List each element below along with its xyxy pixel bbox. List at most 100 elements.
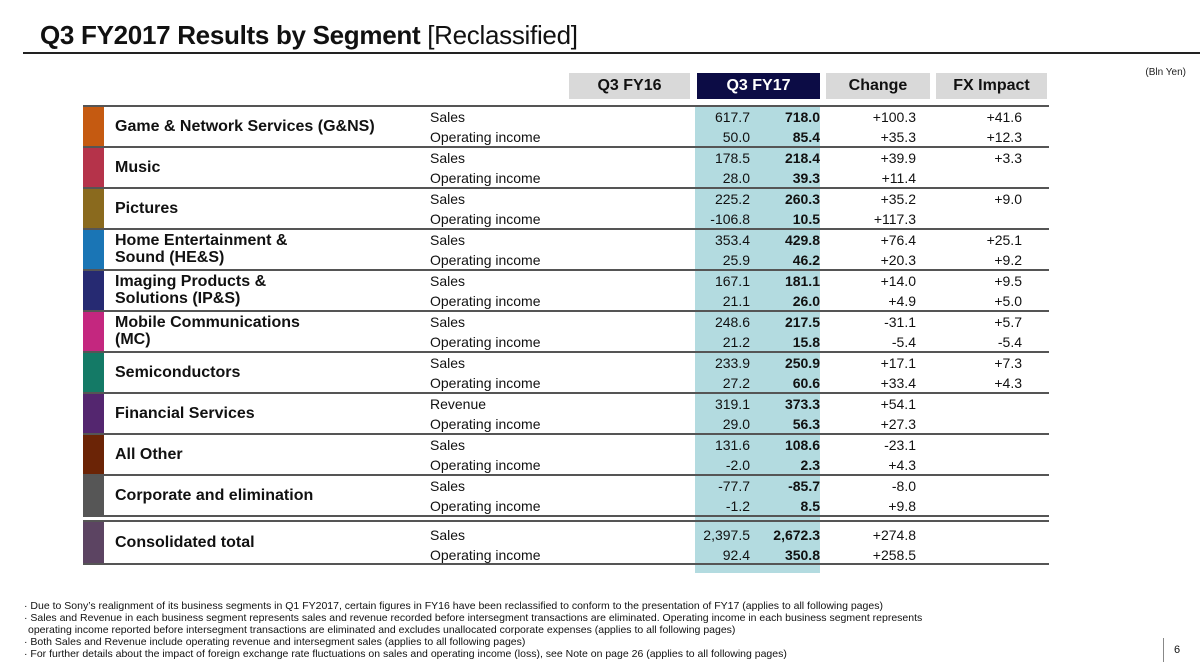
value-q3-fy16: 21.1 [722, 293, 750, 309]
segment-name: Home Entertainment & Sound (HE&S) [115, 232, 287, 266]
segment-group: Corporate and elimination Sales -77.7 -85.7… [83, 474, 1049, 515]
value-fx-impact: +5.0 [994, 293, 1022, 309]
value-q3-fy17: 429.8 [784, 232, 820, 248]
segment-name: Music [115, 158, 161, 176]
table-row: Operating income 21.1 26.0 +4.9 +5.0 [83, 291, 1049, 311]
value-q3-fy16: 225.2 [714, 191, 750, 207]
segment-color-bar [83, 522, 104, 563]
table-row: Sales 178.5 218.4 +39.9 +3.3 [83, 148, 1049, 168]
row-label: Revenue [430, 396, 487, 412]
row-divider [83, 269, 1049, 271]
segment-name-line: Imaging Products & [115, 273, 267, 290]
table-row: Operating income -1.2 8.5 +9.8 [83, 496, 1049, 516]
value-fx-impact: +9.0 [994, 191, 1022, 207]
row-divider [83, 520, 1049, 522]
value-q3-fy17: 56.3 [792, 416, 820, 432]
row-label: Operating income [430, 498, 541, 514]
column-header-q3-fy17: Q3 FY17 [697, 73, 820, 99]
table-row: Operating income -2.0 2.3 +4.3 [83, 455, 1049, 475]
value-q3-fy17: 250.9 [784, 355, 820, 371]
row-divider [83, 392, 1049, 394]
value-q3-fy17: 2,672.3 [773, 527, 820, 543]
row-label: Operating income [430, 129, 541, 145]
table-row: Operating income 50.0 85.4 +35.3 +12.3 [83, 127, 1049, 147]
table-row: Operating income 27.2 60.6 +33.4 +4.3 [83, 373, 1049, 393]
segment-name: Game & Network Services (G&NS) [115, 117, 375, 135]
footnotes: · Due to Sony’s realignment of its busin… [24, 600, 922, 660]
row-divider [83, 351, 1049, 353]
value-q3-fy16: 92.4 [722, 547, 750, 563]
page-title-sub: [Reclassified] [427, 20, 578, 50]
segment-group: Semiconductors Sales 233.9 250.9 +17.1 +7.3 Op… [83, 351, 1049, 392]
value-change: +20.3 [880, 252, 916, 268]
title-underline [23, 52, 1200, 54]
value-q3-fy17: 85.4 [792, 129, 820, 145]
value-q3-fy17: 39.3 [792, 170, 820, 186]
value-q3-fy16: 2,397.5 [703, 527, 750, 543]
table-bottom-rule [83, 563, 1049, 565]
segment-color-bar [83, 189, 104, 228]
segment-group: Game & Network Services (G&NS) Sales 617.7… [83, 105, 1049, 146]
value-q3-fy16: 29.0 [722, 416, 750, 432]
value-change: +9.8 [888, 498, 916, 514]
value-q3-fy17: 10.5 [792, 211, 820, 227]
value-fx-impact: +25.1 [986, 232, 1022, 248]
column-header-change: Change [826, 73, 930, 99]
value-q3-fy17: 217.5 [784, 314, 820, 330]
value-q3-fy16: -1.2 [725, 498, 750, 514]
value-change: -31.1 [884, 314, 916, 330]
row-label: Operating income [430, 375, 541, 391]
value-q3-fy17: 26.0 [792, 293, 820, 309]
value-q3-fy16: 167.1 [714, 273, 750, 289]
row-label: Operating income [430, 170, 541, 186]
row-divider [83, 187, 1049, 189]
segment-color-bar [83, 312, 104, 351]
value-change: -5.4 [891, 334, 916, 350]
value-change: +100.3 [872, 109, 916, 125]
segment-name: Financial Services [115, 404, 255, 422]
table-row: Sales 617.7 718.0 +100.3 +41.6 [83, 107, 1049, 127]
segment-group: Imaging Products & Solutions (IP&S) Sales 1… [83, 269, 1049, 310]
table-row: Operating income 92.4 350.8 +258.5 [83, 545, 1049, 565]
row-label: Sales [430, 109, 466, 125]
row-divider [83, 474, 1049, 476]
table-row: Sales 353.4 429.8 +76.4 +25.1 [83, 230, 1049, 250]
value-q3-fy17: 15.8 [792, 334, 820, 350]
segment-color-bar [83, 353, 104, 392]
value-q3-fy16: 233.9 [714, 355, 750, 371]
value-q3-fy16: -2.0 [725, 457, 750, 473]
value-fx-impact: +9.5 [994, 273, 1022, 289]
table-row: Operating income 28.0 39.3 +11.4 [83, 168, 1049, 188]
value-q3-fy17: 350.8 [784, 547, 820, 563]
row-divider [83, 310, 1049, 312]
unit-label: (Bln Yen) [1145, 67, 1186, 78]
value-q3-fy16: 27.2 [722, 375, 750, 391]
value-fx-impact: +5.7 [994, 314, 1022, 330]
row-label: Operating income [430, 211, 541, 227]
value-change: +274.8 [872, 527, 916, 543]
table-row: Sales -77.7 -85.7 -8.0 [83, 476, 1049, 496]
table-row: Revenue 319.1 373.3 +54.1 [83, 394, 1049, 414]
value-change: +35.2 [880, 191, 916, 207]
row-label: Sales [430, 355, 466, 371]
value-q3-fy16: 50.0 [722, 129, 750, 145]
row-divider [83, 146, 1049, 148]
value-q3-fy17: 108.6 [784, 437, 820, 453]
value-q3-fy16: 353.4 [714, 232, 750, 248]
row-label: Operating income [430, 547, 541, 563]
row-label: Operating income [430, 293, 541, 309]
segment-color-bar [83, 435, 104, 474]
row-label: Sales [430, 314, 466, 330]
segment-color-bar [83, 271, 104, 310]
value-q3-fy17: 60.6 [792, 375, 820, 391]
value-change: +17.1 [880, 355, 916, 371]
value-q3-fy16: -77.7 [718, 478, 750, 494]
segment-group: Music Sales 178.5 218.4 +39.9 +3.3 Operating i… [83, 146, 1049, 187]
value-fx-impact: +3.3 [994, 150, 1022, 166]
value-q3-fy16: 21.2 [722, 334, 750, 350]
segment-name-line: (MC) [115, 331, 151, 348]
table-row: Sales 2,397.5 2,672.3 +274.8 [83, 525, 1049, 545]
value-change: +39.9 [880, 150, 916, 166]
segment-name-line: Solutions (IP&S) [115, 290, 241, 307]
page-number-divider [1163, 638, 1164, 662]
